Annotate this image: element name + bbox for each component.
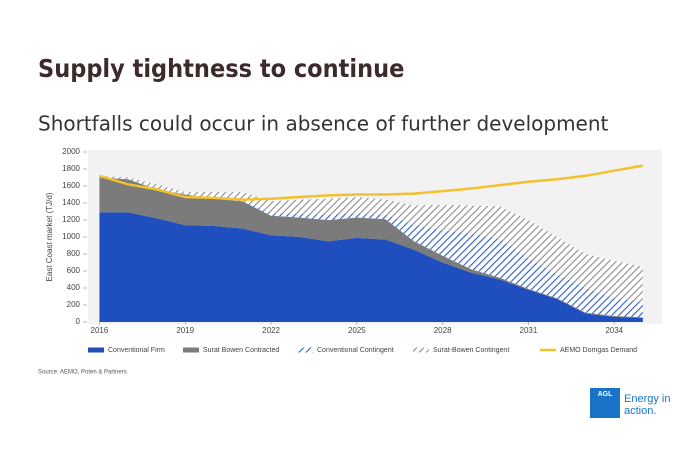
legend-label: Conventional Firm xyxy=(108,347,165,354)
x-tick-label: 2025 xyxy=(348,326,366,335)
x-tick-label: 2028 xyxy=(434,326,452,335)
y-tick-label: 1600 xyxy=(62,181,80,190)
area xyxy=(99,177,643,318)
logo: AGL Energy in action. xyxy=(590,388,670,418)
x-tick-label: 2019 xyxy=(176,326,194,335)
y-tick-label: 200 xyxy=(67,300,81,309)
y-tick-label: 1400 xyxy=(62,198,80,207)
x-tick-label: 2016 xyxy=(91,326,109,335)
legend-swatch xyxy=(88,347,104,353)
chart-subtitle: Shortfalls could occur in absence of fur… xyxy=(38,112,609,136)
demand-line xyxy=(99,164,644,201)
area xyxy=(99,212,643,322)
x-tick-label: 2022 xyxy=(262,326,280,335)
chart-title: Supply tightness to continue xyxy=(38,54,404,83)
area xyxy=(99,177,643,318)
logo-brand: AGL xyxy=(598,391,614,398)
logo-box xyxy=(590,388,620,418)
y-axis-label: East Coast market (TJ/d) xyxy=(45,192,54,281)
area xyxy=(99,175,643,303)
y-tick-label: 1000 xyxy=(62,232,80,241)
x-tick-label: 2034 xyxy=(605,326,623,335)
y-tick-label: 0 xyxy=(76,317,81,326)
legend-swatch xyxy=(183,347,199,353)
legend-label: AEMO Domgas Demand xyxy=(560,347,637,354)
legend-swatch xyxy=(297,347,313,353)
y-tick-label: 600 xyxy=(67,266,81,275)
y-tick-label: 1800 xyxy=(62,164,80,173)
source: Source: AEMO, Poten & Partners xyxy=(38,370,127,376)
x-tick-label: 2031 xyxy=(520,326,538,335)
legend-swatch xyxy=(413,347,429,353)
y-tick-label: 400 xyxy=(67,283,81,292)
legend-label: Surat Bowen Contracted xyxy=(203,347,279,354)
y-tick-label: 800 xyxy=(67,249,81,258)
logo-tagline: Energy in xyxy=(624,393,670,405)
legend-label: Conventional Contingent xyxy=(317,347,394,354)
logo-tagline: action. xyxy=(624,405,656,417)
y-tick-label: 1200 xyxy=(62,215,80,224)
y-tick-label: 2000 xyxy=(62,147,80,156)
legend-label: Surat-Bowen Contingent xyxy=(433,347,509,354)
